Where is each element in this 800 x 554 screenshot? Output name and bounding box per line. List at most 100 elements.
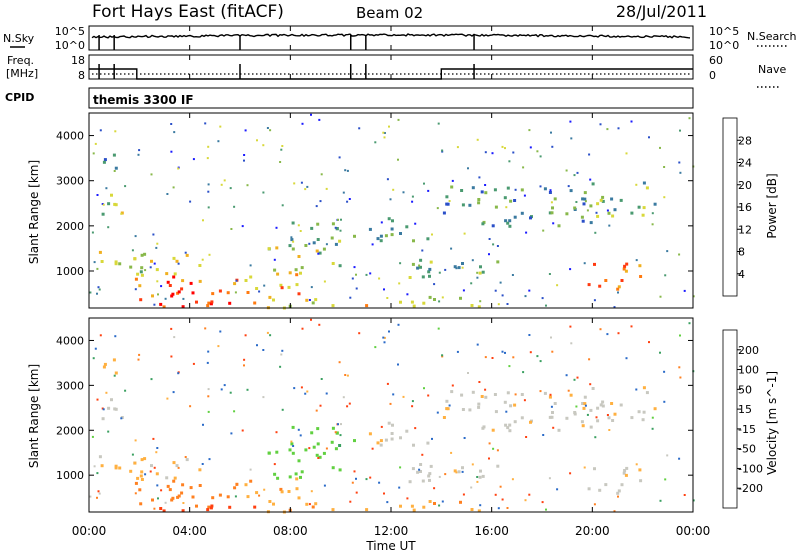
echo-cell <box>565 169 568 172</box>
echo-cell <box>304 448 308 452</box>
colorbar-frame <box>722 117 738 297</box>
echo-cell <box>651 212 654 215</box>
echo-cell <box>539 390 542 393</box>
echo-cell <box>488 442 491 445</box>
echo-cell <box>191 291 195 295</box>
echo-cell <box>581 402 585 405</box>
echo-cell <box>635 388 638 391</box>
echo-cell <box>617 495 619 498</box>
echo-cell <box>508 423 512 427</box>
echo-cell <box>207 183 210 186</box>
echo-cell <box>467 372 469 374</box>
echo-cell <box>541 501 544 504</box>
echo-cell <box>529 351 532 354</box>
echo-cell <box>294 472 298 476</box>
echo-cell <box>550 336 552 339</box>
echo-cell <box>460 189 464 192</box>
echo-cell <box>542 434 545 436</box>
echo-cell <box>93 465 96 468</box>
echo-cell <box>583 262 586 265</box>
echo-cell <box>297 428 300 431</box>
echo-cell <box>344 169 347 172</box>
echo-cell <box>476 480 479 483</box>
echo-cell <box>249 264 252 267</box>
echo-cell <box>182 502 185 504</box>
echo-cell <box>295 283 299 287</box>
echo-cell <box>253 505 257 509</box>
echo-cell <box>630 325 633 328</box>
echo-cell <box>637 205 641 209</box>
echo-cell <box>114 130 117 133</box>
echo-cell <box>177 372 180 375</box>
echo-cell <box>583 191 587 195</box>
echo-cell <box>269 334 272 337</box>
echo-cell <box>481 270 485 274</box>
y-tick-label: 4000 <box>56 334 84 347</box>
echo-cell <box>351 277 354 280</box>
echo-cell <box>151 498 154 502</box>
echo-cell <box>383 336 386 339</box>
echo-cell <box>173 272 177 276</box>
echo-cell <box>596 202 600 206</box>
echo-cell <box>461 470 464 473</box>
echo-cell <box>207 206 210 209</box>
echo-cell <box>595 416 598 419</box>
echo-cell <box>306 390 309 393</box>
echo-cell <box>471 186 475 190</box>
echo-cell <box>331 508 335 512</box>
echo-cell <box>412 508 416 512</box>
echo-cell <box>143 252 147 256</box>
echo-cell <box>386 297 389 299</box>
echo-cell <box>255 491 259 495</box>
echo-cell <box>569 393 573 397</box>
echo-cell <box>305 502 309 506</box>
echo-cell <box>318 251 322 255</box>
echo-cell <box>575 405 578 408</box>
echo-cell <box>335 431 339 435</box>
echo-cell <box>235 483 238 486</box>
echo-cell <box>325 392 328 395</box>
echo-cell <box>266 331 269 334</box>
echo-cell <box>207 350 210 353</box>
echo-cell <box>406 497 409 500</box>
echo-cell <box>100 464 104 468</box>
echo-cell <box>288 271 292 275</box>
power-colorbar: 4 8 12 16 20 24 28 <box>722 117 752 297</box>
echo-cell <box>171 292 175 296</box>
echo-cell <box>471 463 474 466</box>
echo-cell <box>204 122 207 125</box>
echo-cell <box>262 191 265 194</box>
echo-cell <box>596 214 600 218</box>
echo-cell <box>207 505 211 509</box>
echo-cell <box>581 219 585 223</box>
echo-cell <box>279 161 282 163</box>
nave-tick-top: 60 <box>709 54 723 67</box>
echo-cell <box>165 272 169 276</box>
echo-cell <box>218 493 222 497</box>
echo-cell <box>436 207 439 210</box>
echo-cell <box>645 391 649 395</box>
echo-cell <box>337 218 339 221</box>
echo-cell <box>412 239 415 243</box>
echo-cell <box>315 205 318 208</box>
velocity-scale-label: Velocity [m s^-1] <box>765 371 779 475</box>
echo-cell <box>645 186 649 190</box>
echo-cell <box>153 262 156 265</box>
echo-cell <box>244 279 248 282</box>
echo-cell <box>290 440 293 443</box>
echo-cell <box>471 390 475 394</box>
velocity-colorbar: 200 100 50 15 -15 -50 -100 -200 <box>722 329 763 509</box>
echo-cell <box>529 216 532 220</box>
echo-cell <box>666 454 669 457</box>
echo-cell <box>451 179 454 182</box>
echo-cell <box>384 234 388 238</box>
y-tick-label: 2000 <box>56 220 84 233</box>
echo-cell <box>317 252 320 255</box>
echo-cell <box>107 202 111 206</box>
echo-cell <box>583 466 586 469</box>
echo-cell <box>358 332 361 335</box>
echo-cell <box>181 509 185 513</box>
echo-cell <box>405 225 409 229</box>
echo-cell <box>589 178 592 181</box>
echo-cell <box>428 472 432 476</box>
